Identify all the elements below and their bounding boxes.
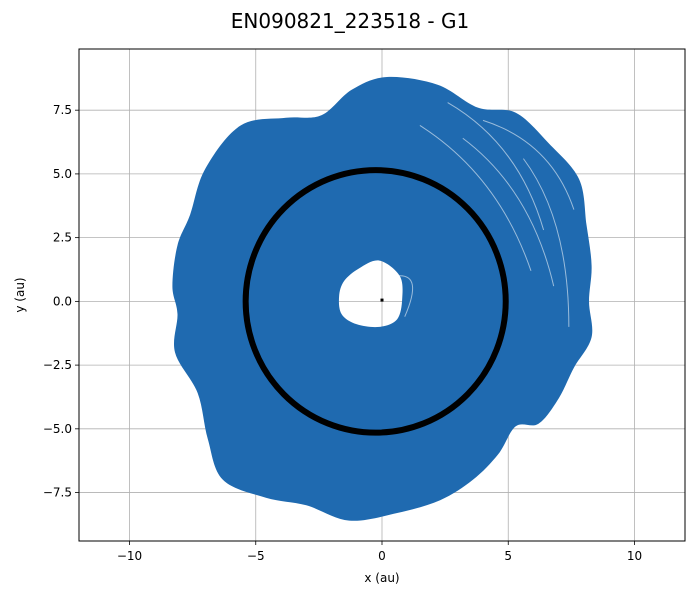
y-tick-label: 7.5 xyxy=(53,103,72,117)
y-tick-label: 5.0 xyxy=(53,167,72,181)
circular-orbit-series xyxy=(242,167,509,436)
orbit-track-line xyxy=(447,102,545,231)
orbit-track-line xyxy=(397,275,414,317)
orbit-track-line xyxy=(419,125,532,271)
x-tick-label: 0 xyxy=(378,549,386,563)
chart-title: EN090821_223518 - G1 xyxy=(231,9,469,33)
tick-layer: −10 −5 0 5 10 −7.5 −5.0 −2.5 0.0 2.5 5.0 7.5 xyxy=(43,103,642,563)
y-axis-label: y (au) xyxy=(13,277,27,312)
orbit-track-texture xyxy=(397,102,575,327)
x-axis-label: x (au) xyxy=(364,571,399,585)
x-tick-label: 5 xyxy=(504,549,512,563)
x-tick-label: −5 xyxy=(247,549,265,563)
orbit-track-line xyxy=(482,119,575,210)
y-tick-label: −5.0 xyxy=(43,422,72,436)
y-tick-label: −2.5 xyxy=(43,358,72,372)
y-tick-label: 0.0 xyxy=(53,294,72,308)
central-point-marker xyxy=(380,298,384,302)
x-tick-label: −10 xyxy=(117,549,142,563)
y-tick-label: 2.5 xyxy=(53,231,72,245)
orbit-track-line xyxy=(462,137,555,287)
plot-area xyxy=(78,48,686,542)
x-tick-label: 10 xyxy=(627,549,642,563)
orbit-track-line xyxy=(522,158,570,327)
y-tick-label: −7.5 xyxy=(43,486,72,500)
data-layer xyxy=(172,76,593,521)
